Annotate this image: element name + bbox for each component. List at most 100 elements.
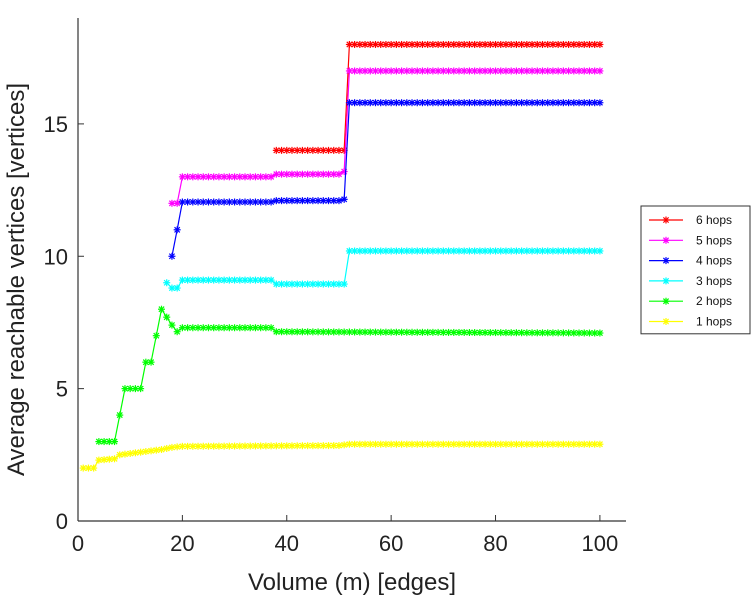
x-tick-label: 100 <box>582 531 619 556</box>
data-point <box>246 324 254 332</box>
data-point <box>210 198 218 206</box>
data-point <box>251 173 259 181</box>
data-point <box>236 173 244 181</box>
data-point <box>465 247 473 255</box>
data-point <box>163 279 171 287</box>
data-point <box>173 328 181 336</box>
data-point <box>335 442 343 450</box>
data-point <box>596 329 604 337</box>
data-point <box>387 40 395 48</box>
data-point <box>194 276 202 284</box>
series-5-hops <box>168 67 604 207</box>
data-point <box>460 40 468 48</box>
data-point <box>319 442 327 450</box>
data-point <box>544 440 552 448</box>
data-point <box>152 332 160 340</box>
x-tick-label: 0 <box>72 531 84 556</box>
legend-label: 1 hops <box>696 315 732 329</box>
data-point <box>121 385 129 393</box>
data-point <box>429 440 437 448</box>
data-point <box>596 67 604 75</box>
data-point <box>408 67 416 75</box>
data-point <box>278 280 286 288</box>
data-point <box>314 170 322 178</box>
data-point <box>554 329 562 337</box>
data-point <box>486 329 494 337</box>
data-point <box>131 449 139 457</box>
data-point <box>538 329 546 337</box>
data-point <box>335 197 343 205</box>
data-point <box>288 328 296 336</box>
data-point <box>173 284 181 292</box>
data-point <box>241 198 249 206</box>
series-1-hops <box>79 440 604 472</box>
data-point <box>158 446 166 454</box>
data-point <box>387 440 395 448</box>
data-point <box>220 198 228 206</box>
data-point <box>95 456 103 464</box>
data-point <box>481 99 489 107</box>
data-point <box>528 247 536 255</box>
data-point <box>366 99 374 107</box>
series-line <box>171 70 600 204</box>
data-point <box>559 440 567 448</box>
data-point <box>398 99 406 107</box>
data-point <box>194 442 202 450</box>
data-point <box>596 440 604 448</box>
data-point <box>330 280 338 288</box>
data-point <box>340 195 348 203</box>
data-point <box>398 328 406 336</box>
data-point <box>549 67 557 75</box>
legend-label: 2 hops <box>696 294 732 308</box>
data-point <box>137 448 145 456</box>
data-point <box>403 440 411 448</box>
data-point <box>257 276 265 284</box>
legend-item: 4 hops <box>649 254 732 268</box>
data-point <box>262 198 270 206</box>
series-3-hops <box>163 247 604 292</box>
data-point <box>220 442 228 450</box>
data-point <box>424 328 432 336</box>
data-point <box>460 440 468 448</box>
data-point <box>184 442 192 450</box>
y-axis-label: Average reachable vertices [vertices] <box>3 83 30 476</box>
data-point <box>131 385 139 393</box>
data-point <box>163 444 171 452</box>
data-point <box>147 447 155 455</box>
data-point <box>325 328 333 336</box>
data-point <box>351 247 359 255</box>
data-point <box>278 197 286 205</box>
legend-item: 5 hops <box>649 233 732 247</box>
data-point <box>418 247 426 255</box>
data-point <box>173 226 181 234</box>
data-point <box>304 442 312 450</box>
data-point <box>158 305 166 313</box>
data-point <box>163 313 171 321</box>
data-point <box>591 329 599 337</box>
data-point <box>215 324 223 332</box>
data-point <box>90 464 98 472</box>
data-point <box>471 40 479 48</box>
data-point <box>111 438 119 446</box>
data-point <box>298 328 306 336</box>
data-point <box>340 441 348 449</box>
data-point <box>476 67 484 75</box>
legend-marker <box>662 216 670 224</box>
data-point <box>377 99 385 107</box>
data-point <box>366 328 374 336</box>
data-point <box>492 329 500 337</box>
data-point <box>272 442 280 450</box>
data-point <box>283 146 291 154</box>
data-point <box>596 40 604 48</box>
data-point <box>408 328 416 336</box>
data-point <box>523 99 531 107</box>
legend-label: 6 hops <box>696 213 732 227</box>
y-tick-label: 10 <box>44 244 68 269</box>
data-point <box>345 67 353 75</box>
data-point <box>116 451 124 459</box>
legend-marker <box>662 236 670 244</box>
data-point <box>142 448 150 456</box>
data-point <box>147 358 155 366</box>
series-layer <box>79 40 604 472</box>
